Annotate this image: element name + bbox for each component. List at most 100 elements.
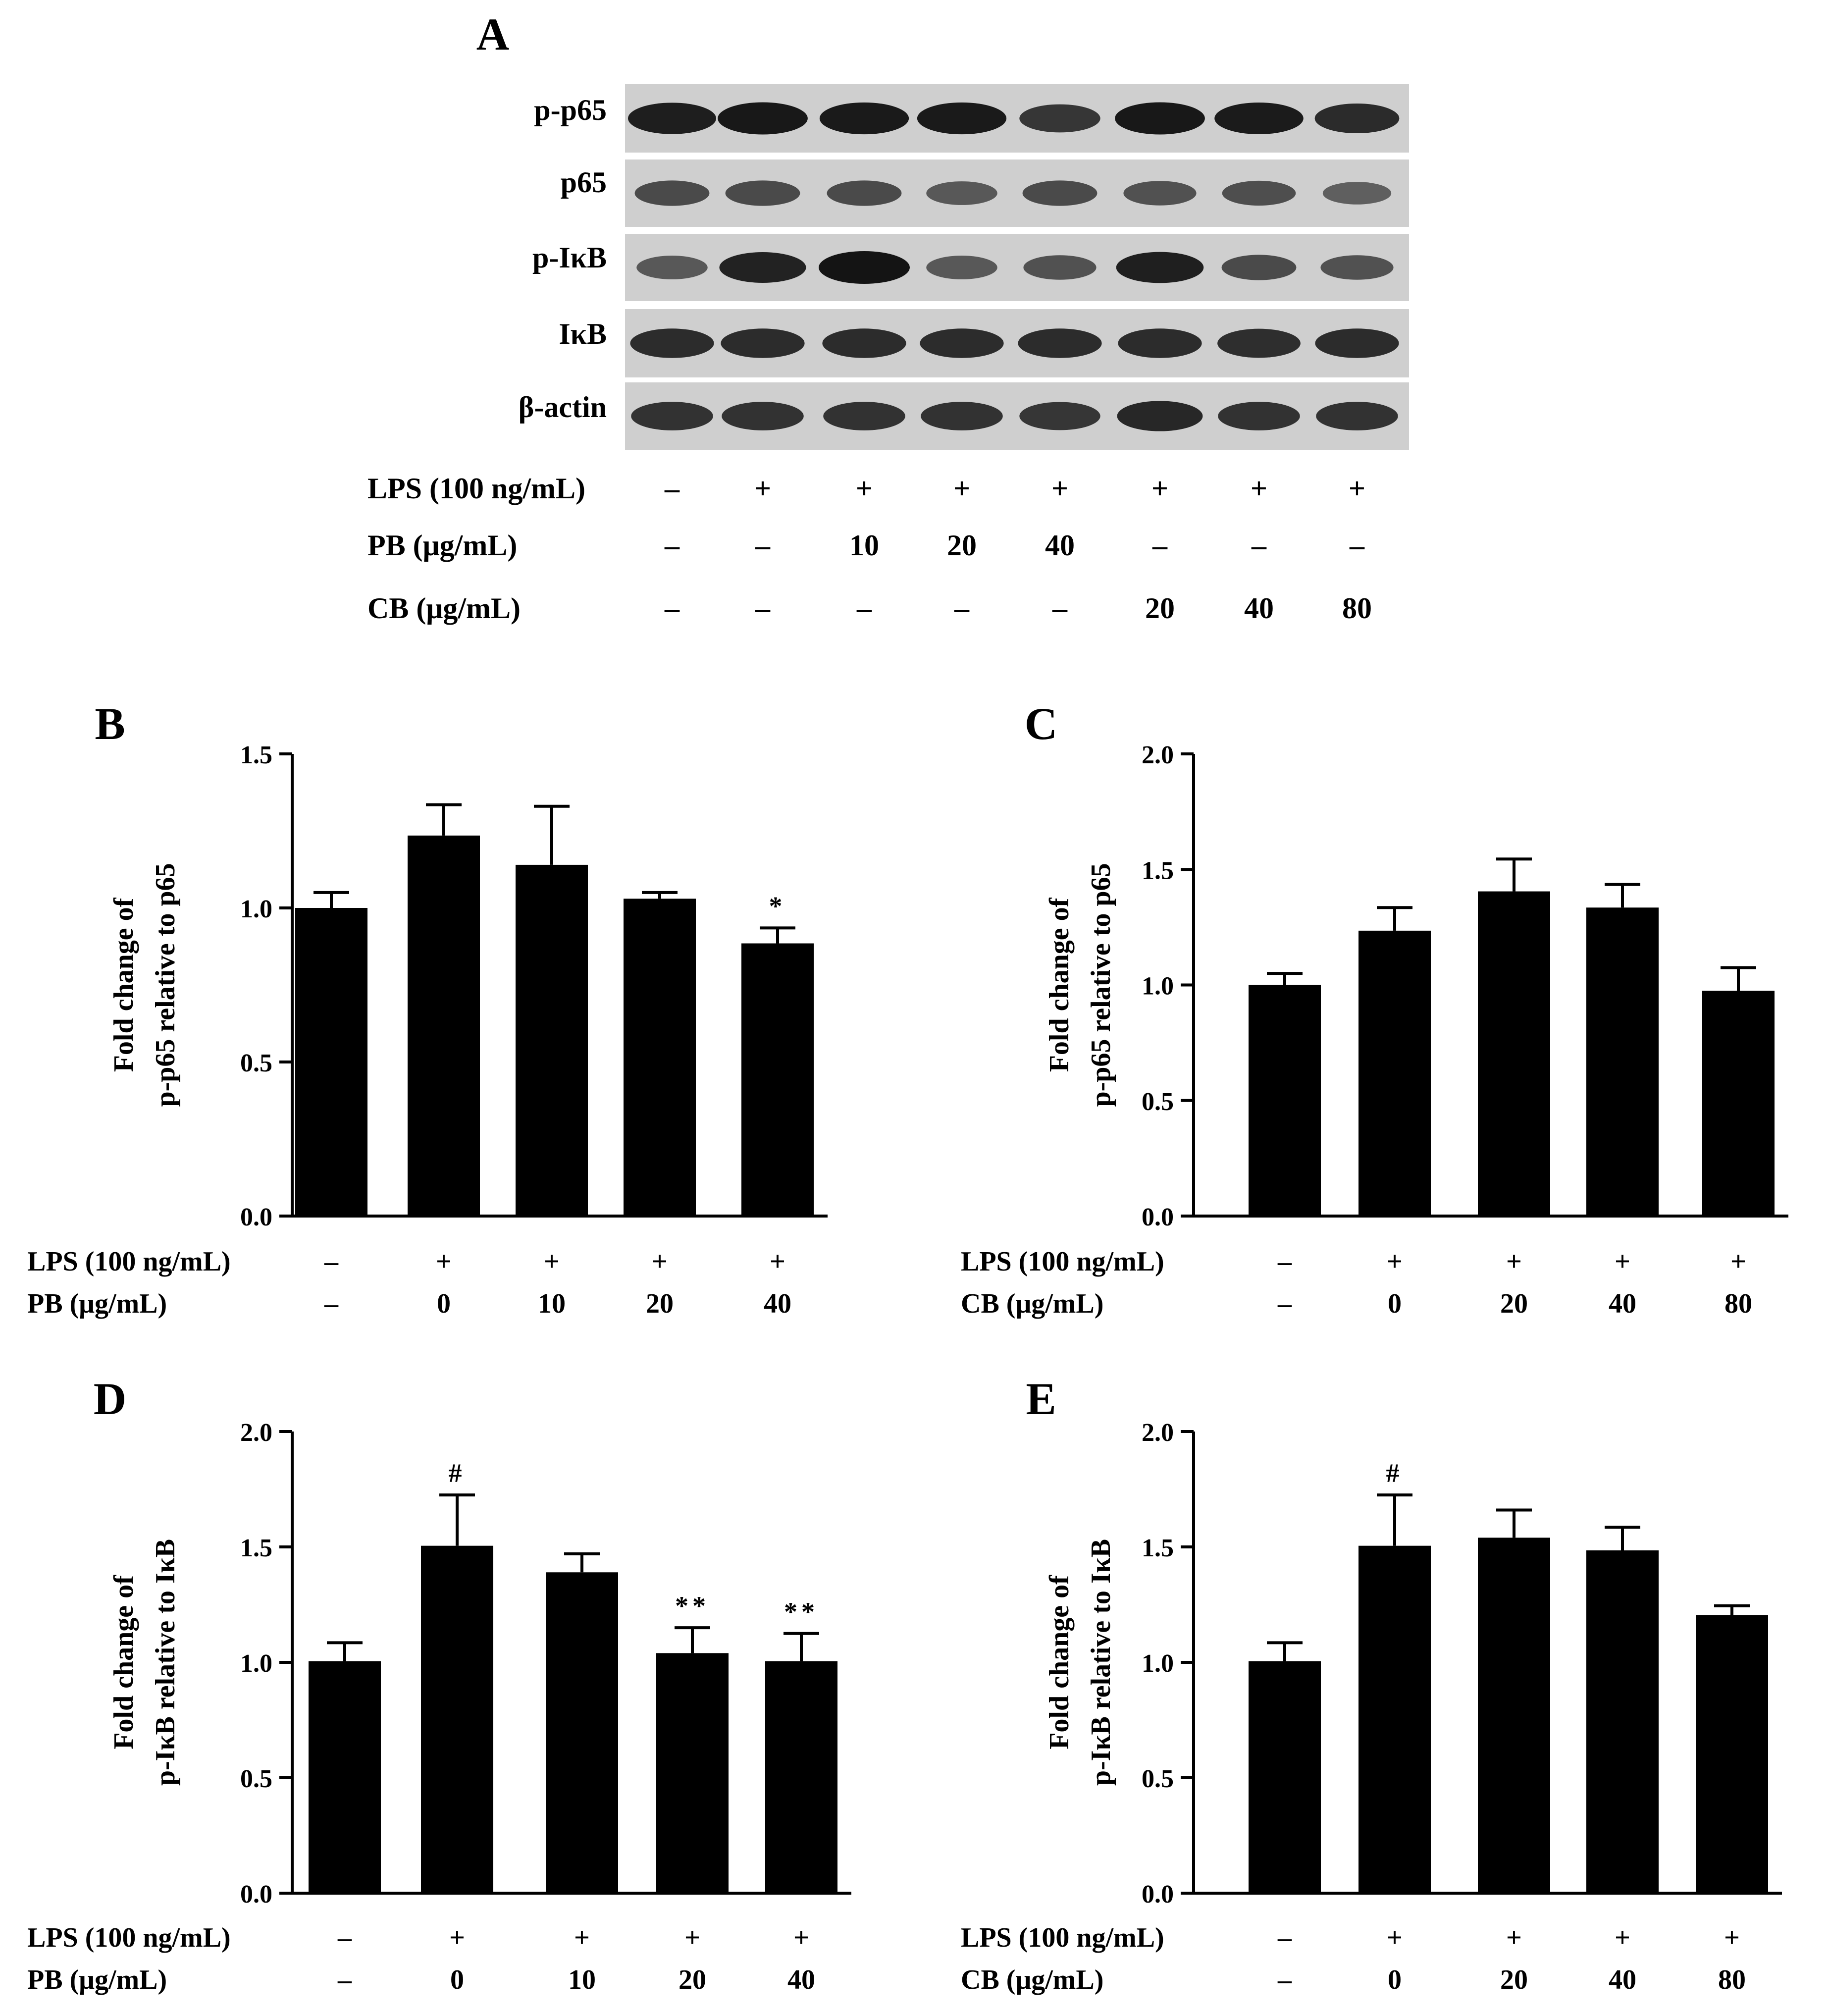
lps-value: + xyxy=(544,1246,560,1277)
y-tick-label: 0.5 xyxy=(1142,1088,1174,1116)
significance-marker: * xyxy=(769,891,786,921)
y-axis-title: p-IκB relative to IκB xyxy=(1086,1539,1116,1786)
y-axis-title: p-IκB relative to IκB xyxy=(150,1539,181,1786)
blot-band xyxy=(1217,328,1301,358)
treatment-value: – xyxy=(755,529,771,562)
blot-band xyxy=(921,402,1003,430)
panel-a-western-blot: Ap-p65 p65 p-IκB IκB β-actin LPS (100 ng/mL) –… xyxy=(367,9,1409,625)
blot-band xyxy=(1320,255,1394,280)
lps-value: + xyxy=(1730,1246,1746,1277)
panel-d-chart: D 0.0 0.5 1.0 1.5 2.0 Fold change of p-IκB rela… xyxy=(27,1374,851,1995)
bar xyxy=(1359,930,1431,1216)
blot-band xyxy=(631,402,713,430)
y-tick-label: 1.0 xyxy=(1142,1649,1174,1678)
lps-value: + xyxy=(1506,1246,1522,1277)
significance-marker: ** xyxy=(784,1597,819,1627)
lps-value: – xyxy=(1277,1246,1292,1277)
blot-band xyxy=(1315,328,1399,358)
lps-value: + xyxy=(574,1922,590,1953)
bar xyxy=(1478,1538,1550,1893)
y-tick-label: 1.5 xyxy=(1142,856,1174,885)
bar xyxy=(624,899,696,1216)
dose-value: 40 xyxy=(1609,1288,1636,1319)
blot-band xyxy=(1314,103,1400,134)
dose-value: 0 xyxy=(1388,1964,1402,1995)
y-tick-label: 0.5 xyxy=(240,1049,272,1077)
bar xyxy=(1586,907,1659,1216)
dose-value: 40 xyxy=(787,1964,815,1995)
treatment-value: – xyxy=(664,592,680,625)
lps-value: – xyxy=(337,1922,352,1953)
blot-band xyxy=(819,102,909,135)
treatment-value: + xyxy=(1349,472,1365,505)
blot-band xyxy=(1116,252,1204,283)
lps-value: – xyxy=(324,1246,339,1277)
treatment-value: – xyxy=(1152,529,1168,562)
dose-value: 80 xyxy=(1718,1964,1746,1995)
blot-band xyxy=(823,402,905,430)
blot-band xyxy=(630,328,714,358)
y-tick-label: 0.0 xyxy=(240,1203,272,1231)
lps-row-label: LPS (100 ng/mL) xyxy=(961,1922,1164,1953)
dose-value: 80 xyxy=(1724,1288,1752,1319)
treatment-value: + xyxy=(953,472,970,505)
blot-band xyxy=(920,328,1004,358)
treatment-value: – xyxy=(1052,592,1068,625)
bar xyxy=(1702,991,1775,1216)
y-axis-title: Fold change of xyxy=(1044,1575,1075,1750)
bar xyxy=(546,1572,618,1893)
lps-value: + xyxy=(770,1246,785,1277)
panel-letter: B xyxy=(95,698,125,749)
dose-value: 20 xyxy=(1500,1964,1528,1995)
blot-band xyxy=(822,328,906,358)
blot-band xyxy=(1123,181,1197,206)
y-tick-label: 2.0 xyxy=(240,1419,272,1447)
y-axis-title: Fold change of xyxy=(1044,897,1075,1072)
dose-row-label: CB (μg/mL) xyxy=(961,1288,1103,1319)
lps-row-label: LPS (100 ng/mL) xyxy=(27,1922,231,1953)
lps-value: – xyxy=(1277,1922,1292,1953)
blot-band xyxy=(1023,255,1097,280)
y-tick-label: 2.0 xyxy=(1142,1419,1174,1447)
bar xyxy=(656,1653,729,1893)
blot-band xyxy=(917,102,1007,135)
lps-value: + xyxy=(1387,1922,1403,1953)
blot-band xyxy=(1018,328,1102,358)
panel-letter: C xyxy=(1025,698,1057,749)
treatment-value: – xyxy=(664,529,680,562)
bar xyxy=(421,1545,493,1893)
blot-band xyxy=(718,102,808,135)
dose-value: – xyxy=(1277,1288,1292,1319)
dose-value: 10 xyxy=(538,1288,566,1319)
bar xyxy=(1696,1615,1768,1893)
blot-band xyxy=(819,251,910,284)
lps-row-label: LPS (100 ng/mL) xyxy=(27,1246,231,1277)
dose-value: 0 xyxy=(1388,1288,1402,1319)
lps-value: + xyxy=(1506,1922,1522,1953)
dose-row-label: CB (μg/mL) xyxy=(961,1964,1103,1995)
bar xyxy=(741,943,814,1216)
significance-marker: ** xyxy=(675,1591,710,1621)
y-tick-label: 1.0 xyxy=(1142,972,1174,1001)
panel-b-chart: B 0.0 0.5 1.0 1.5 Fold change of p-p65 relativ… xyxy=(27,698,828,1319)
y-axis-title: Fold change of xyxy=(108,1575,139,1750)
bar xyxy=(309,1661,381,1893)
y-tick-label: 1.5 xyxy=(1142,1534,1174,1562)
blot-band xyxy=(721,328,805,358)
y-tick-label: 0.5 xyxy=(240,1765,272,1793)
blot-band xyxy=(1022,180,1097,206)
dose-value: – xyxy=(1277,1964,1292,1995)
blot-band xyxy=(719,252,806,283)
band-label: p-p65 xyxy=(534,94,607,126)
panel-c-chart: C 0.0 0.5 1.0 1.5 2.0 Fold change of p-p65 rela… xyxy=(961,698,1788,1319)
lps-value: + xyxy=(793,1922,809,1953)
dose-value: 20 xyxy=(646,1288,674,1319)
dose-value: – xyxy=(324,1288,339,1319)
band-label: IκB xyxy=(559,318,607,350)
y-tick-label: 0.0 xyxy=(1142,1203,1174,1231)
panel-letter: D xyxy=(94,1374,126,1424)
treatment-value: – xyxy=(856,592,872,625)
treatment-value: – xyxy=(1251,529,1267,562)
lps-value: + xyxy=(1387,1246,1403,1277)
lps-value: + xyxy=(1615,1922,1630,1953)
